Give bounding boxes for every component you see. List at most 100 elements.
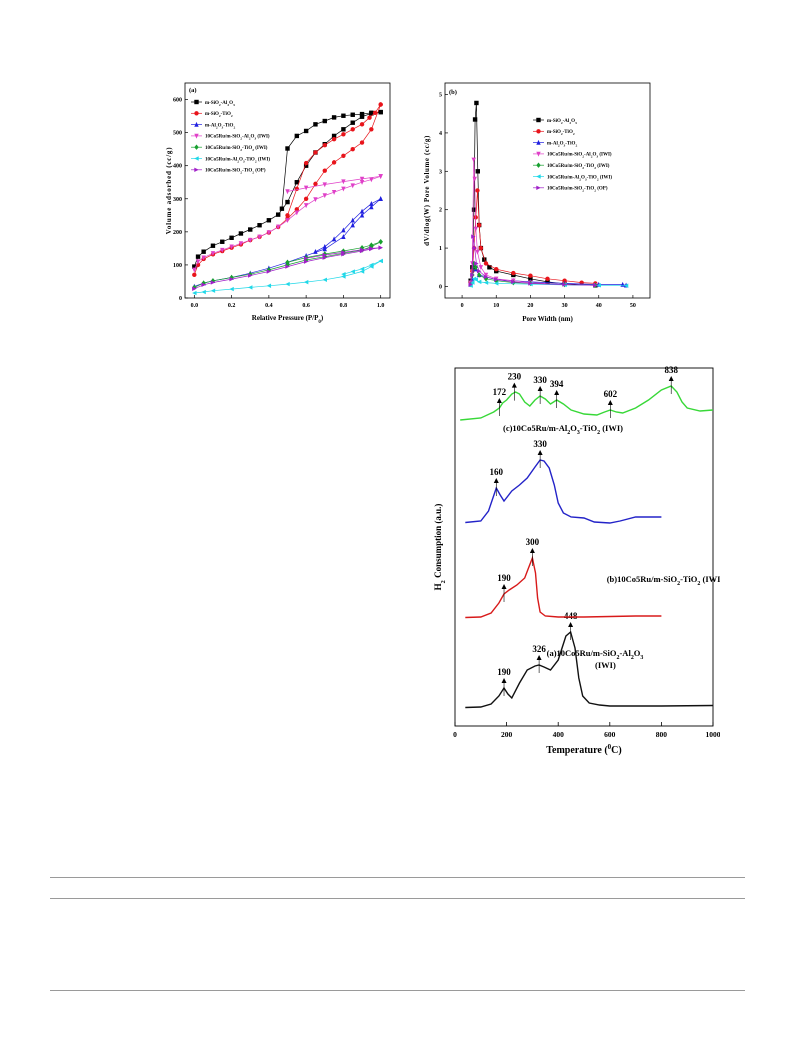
peak-arrow <box>537 386 543 391</box>
data-point <box>528 281 533 286</box>
x-tick-label: 1.0 <box>377 303 385 309</box>
data-point <box>359 176 365 182</box>
plot-frame <box>184 82 391 299</box>
data-point <box>210 251 216 257</box>
legend-marker <box>536 151 541 157</box>
desorption-line <box>287 241 381 263</box>
data-point <box>359 266 365 272</box>
data-point <box>341 234 346 240</box>
data-point <box>472 117 478 122</box>
data-point <box>472 176 477 182</box>
peak-arrow <box>493 478 499 483</box>
data-point <box>487 265 492 270</box>
data-point <box>238 241 244 247</box>
data-point <box>201 255 206 261</box>
data-point <box>285 146 290 151</box>
series-line <box>470 236 596 286</box>
data-point <box>294 133 300 139</box>
data-point <box>201 289 206 295</box>
peak-arrow <box>501 584 507 589</box>
legend-entry: m-SiO2-TiO2 <box>547 130 575 136</box>
x-axis-label: Relative Pressure (P/P0) <box>252 314 324 325</box>
data-point <box>266 218 272 223</box>
peak-arrow <box>568 622 574 627</box>
data-point <box>473 226 478 232</box>
peak-label: 326 <box>532 644 546 654</box>
data-point <box>369 242 374 248</box>
data-point <box>359 212 365 218</box>
data-point <box>378 258 383 264</box>
x-tick-label: 0 <box>461 303 464 309</box>
data-point <box>210 280 216 285</box>
data-point <box>303 128 309 134</box>
data-point <box>303 160 309 166</box>
data-point <box>341 250 346 255</box>
data-point <box>476 279 482 285</box>
data-point <box>275 212 281 217</box>
desorption-line <box>281 111 381 209</box>
series-3 <box>192 174 383 273</box>
data-point <box>476 268 482 274</box>
series-6 <box>192 245 383 291</box>
data-point <box>545 276 550 282</box>
data-point <box>322 193 327 199</box>
peak-arrow <box>537 450 543 455</box>
legend-entry: 10Co5Ru/m-SiO2-TiO2 (IWI) <box>547 164 610 170</box>
peak-label: 394 <box>550 379 564 389</box>
data-point <box>303 256 309 261</box>
panel-label: (b) <box>449 89 457 96</box>
peak-arrow <box>501 678 507 683</box>
x-tick-label: 10 <box>493 303 499 309</box>
pore-size-chart: 0 10 20 30 40 50 0 1 2 3 4 5 (b) Pore Width (nm) dV/dl… <box>420 75 655 345</box>
data-point <box>359 247 365 252</box>
y-tick-label: 400 <box>173 164 182 170</box>
data-point <box>369 262 374 268</box>
legend-marker <box>536 162 541 168</box>
data-point <box>359 114 365 119</box>
y-tick-label: 500 <box>173 131 182 137</box>
peak-label: 190 <box>497 667 511 677</box>
desorption-line <box>287 175 381 192</box>
peak-label: 330 <box>533 375 547 385</box>
adsorption-line <box>194 247 381 290</box>
data-point <box>294 180 300 185</box>
y-tick-label: 100 <box>173 263 182 269</box>
data-point <box>470 280 475 285</box>
legend-entry: 10Co5Ru/m-SiO2-TiO2 (OP) <box>547 187 608 193</box>
data-point <box>257 234 262 240</box>
panel-label: (a) <box>189 87 197 94</box>
data-point <box>369 204 374 210</box>
data-point <box>511 279 516 285</box>
data-point <box>210 243 216 248</box>
data-point <box>303 163 309 168</box>
data-point <box>331 115 337 120</box>
data-point <box>285 218 290 223</box>
data-point <box>279 206 285 211</box>
data-point <box>478 245 484 251</box>
h2-tpr-svg: 0 200 400 600 800 1000 Temperature (0C) H2 Cons… <box>433 337 723 756</box>
curve-label: (b)10Co5Ru/m-SiO2-TiO2 (IWI) <box>607 574 720 587</box>
data-point <box>350 127 355 132</box>
data-point <box>331 189 337 195</box>
data-point <box>483 280 489 285</box>
data-point <box>350 269 355 274</box>
x-tick-label: 30 <box>562 303 568 309</box>
peak-label: 838 <box>664 365 678 375</box>
data-point <box>471 157 476 163</box>
tpr-curve-3 <box>460 385 714 421</box>
legend-marker <box>536 117 541 123</box>
data-point <box>192 264 197 269</box>
legend-marker <box>536 129 541 134</box>
isotherm-svg: 0.0 0.2 0.4 0.6 0.8 1.0 0 100 200 300 400 500 600 (a)… <box>165 82 391 325</box>
x-tick-label: 0.8 <box>340 303 348 309</box>
data-point <box>483 272 489 278</box>
data-point <box>473 277 478 282</box>
tpr-curve-2 <box>465 459 662 524</box>
data-point <box>341 227 346 233</box>
data-point <box>369 110 374 115</box>
data-point <box>266 230 272 236</box>
data-point <box>378 102 383 107</box>
data-point <box>359 180 365 185</box>
data-point <box>474 261 479 266</box>
legend-entry: 10Co5Ru/m-Al2O3-TiO2 (IWI) <box>547 175 612 181</box>
